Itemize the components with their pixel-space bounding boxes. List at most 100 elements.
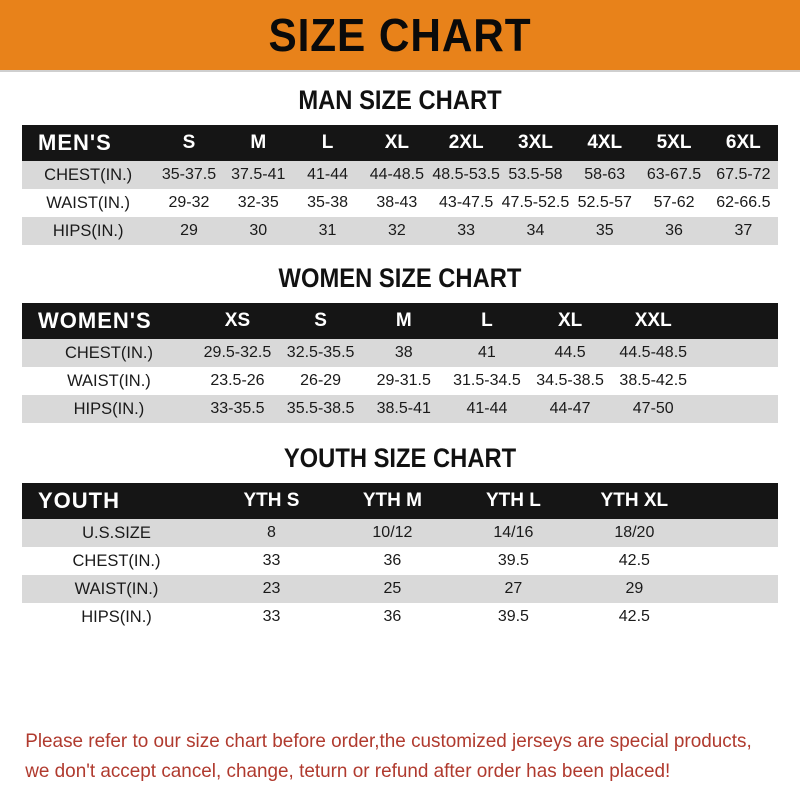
women-row-label: CHEST(IN.) [64,343,153,362]
man-size-table: MEN'S S M L XL 2XL 3XL 4XL 5XL 6XL CHEST… [22,125,778,245]
man-cell: 35-37.5 [161,166,217,183]
women-cell: 29.5-32.5 [203,344,272,361]
women-size-header: XS [224,310,251,331]
youth-cell: 36 [383,552,402,569]
youth-cell-empty [695,519,778,547]
man-cell: 44-48.5 [369,166,424,183]
man-cell: 37.5-41 [231,166,286,183]
youth-size-header: YTH S [243,490,300,511]
man-cell: 48.5-53.5 [432,166,500,183]
man-size-header: M [250,132,267,153]
youth-cell: 23 [262,580,281,597]
women-cell: 41 [478,344,496,361]
youth-row-label: CHEST(IN.) [72,551,161,570]
women-cell: 38 [394,344,413,361]
table-row: WAIST(IN.) 29-32 32-35 35-38 38-43 43-47… [22,189,778,217]
youth-section-title: YOUTH SIZE CHART [283,443,517,473]
youth-cell: 10/12 [372,524,413,541]
man-cell: 29 [180,222,198,239]
man-size-header: 2XL [448,132,484,153]
women-cell: 44.5 [554,344,586,361]
youth-size-header: YTH M [362,490,422,511]
women-cell: 26-29 [300,372,342,389]
man-size-header: XL [384,132,409,153]
youth-size-header-empty [695,483,778,519]
man-cell: 31 [318,222,337,239]
youth-cell: 36 [383,608,402,625]
man-cell: 43-47.5 [439,194,494,211]
women-size-header: M [395,310,412,331]
youth-size-header: YTH XL [600,490,669,511]
man-row-label: WAIST(IN.) [46,193,131,212]
youth-header-row: YOUTH YTH S YTH M YTH L YTH XL [22,483,778,519]
table-row: CHEST(IN.) 29.5-32.5 32.5-35.5 38 41 44.… [22,339,778,367]
women-cell: 35.5-38.5 [286,400,355,417]
man-row-label: CHEST(IN.) [44,165,133,184]
footer-disclaimer: Please refer to our size chart before or… [0,726,776,786]
man-cell: 62-66.5 [716,194,771,211]
man-cell: 37 [734,222,753,239]
man-cell: 58-63 [584,166,626,183]
man-cell: 47.5-52.5 [501,194,570,211]
man-cell: 33 [457,222,476,239]
women-size-header: L [481,310,493,331]
man-cell: 52.5-57 [577,194,632,211]
youth-table-body: YOUTH YTH S YTH M YTH L YTH XL U.S.SIZE … [22,483,778,631]
youth-cell: 27 [504,580,523,597]
man-cell: 57-62 [653,194,695,211]
women-cell: 23.5-26 [210,372,265,389]
women-cell: 32.5-35.5 [286,344,355,361]
youth-row-label: HIPS(IN.) [81,607,152,626]
women-size-header: XXL [634,310,672,331]
women-table-body: WOMEN'S XS S M L XL XXL CHEST(IN.) 29.5-… [22,303,778,423]
youth-cell: 33 [262,552,281,569]
women-cell: 34.5-38.5 [536,372,604,389]
youth-row-label: U.S.SIZE [82,523,151,542]
youth-table-wrapper: YOUTH YTH S YTH M YTH L YTH XL U.S.SIZE … [22,483,778,631]
man-cell: 29-32 [168,194,210,211]
page-banner: SIZE CHART [0,0,800,72]
man-cell: 36 [665,222,683,239]
youth-cell: 33 [262,608,281,625]
youth-cell-empty [695,575,778,603]
women-size-header: XL [557,310,583,331]
women-section-title: WOMEN SIZE CHART [278,263,522,293]
man-size-header: S [182,132,196,153]
man-size-header: 5XL [656,132,692,153]
table-row: HIPS(IN.) 29 30 31 32 33 34 35 36 37 [22,217,778,245]
table-row: CHEST(IN.) 33 36 39.5 42.5 [22,547,778,575]
women-cell-empty [695,339,778,367]
man-size-header: 6XL [725,132,761,153]
man-cell: 30 [249,222,268,239]
women-cell: 44.5-48.5 [619,344,688,361]
youth-cell: 39.5 [497,608,529,625]
youth-corner-label: YOUTH [38,488,120,513]
man-cell: 34 [526,222,545,239]
youth-cell: 39.5 [497,552,529,569]
women-table-wrapper: WOMEN'S XS S M L XL XXL CHEST(IN.) 29.5-… [22,303,778,423]
man-corner-label: MEN'S [38,130,112,155]
man-row-label: HIPS(IN.) [52,221,124,240]
man-cell: 67.5-72 [716,166,771,183]
women-cell-empty [695,395,778,423]
women-corner-label: WOMEN'S [38,308,152,333]
women-cell: 41-44 [466,400,508,417]
footer-line-1: Please refer to our size chart before or… [25,729,752,752]
man-size-header: 4XL [587,132,623,153]
women-header-row: WOMEN'S XS S M L XL XXL [22,303,778,339]
table-row: WAIST(IN.) 23 25 27 29 [22,575,778,603]
women-size-header: S [314,310,327,331]
youth-cell: 14/16 [493,524,534,541]
man-section-title: MAN SIZE CHART [298,85,502,115]
youth-size-table: YOUTH YTH S YTH M YTH L YTH XL U.S.SIZE … [22,483,778,631]
table-row: CHEST(IN.) 35-37.5 37.5-41 41-44 44-48.5… [22,161,778,189]
women-cell-empty [695,367,778,395]
table-row: WAIST(IN.) 23.5-26 26-29 29-31.5 31.5-34… [22,367,778,395]
man-cell: 41-44 [307,166,349,183]
man-size-header: 3XL [518,132,553,153]
youth-cell-empty [695,603,778,631]
women-size-header-empty [695,303,778,339]
women-cell: 31.5-34.5 [453,372,521,389]
women-cell: 29-31.5 [376,372,431,389]
